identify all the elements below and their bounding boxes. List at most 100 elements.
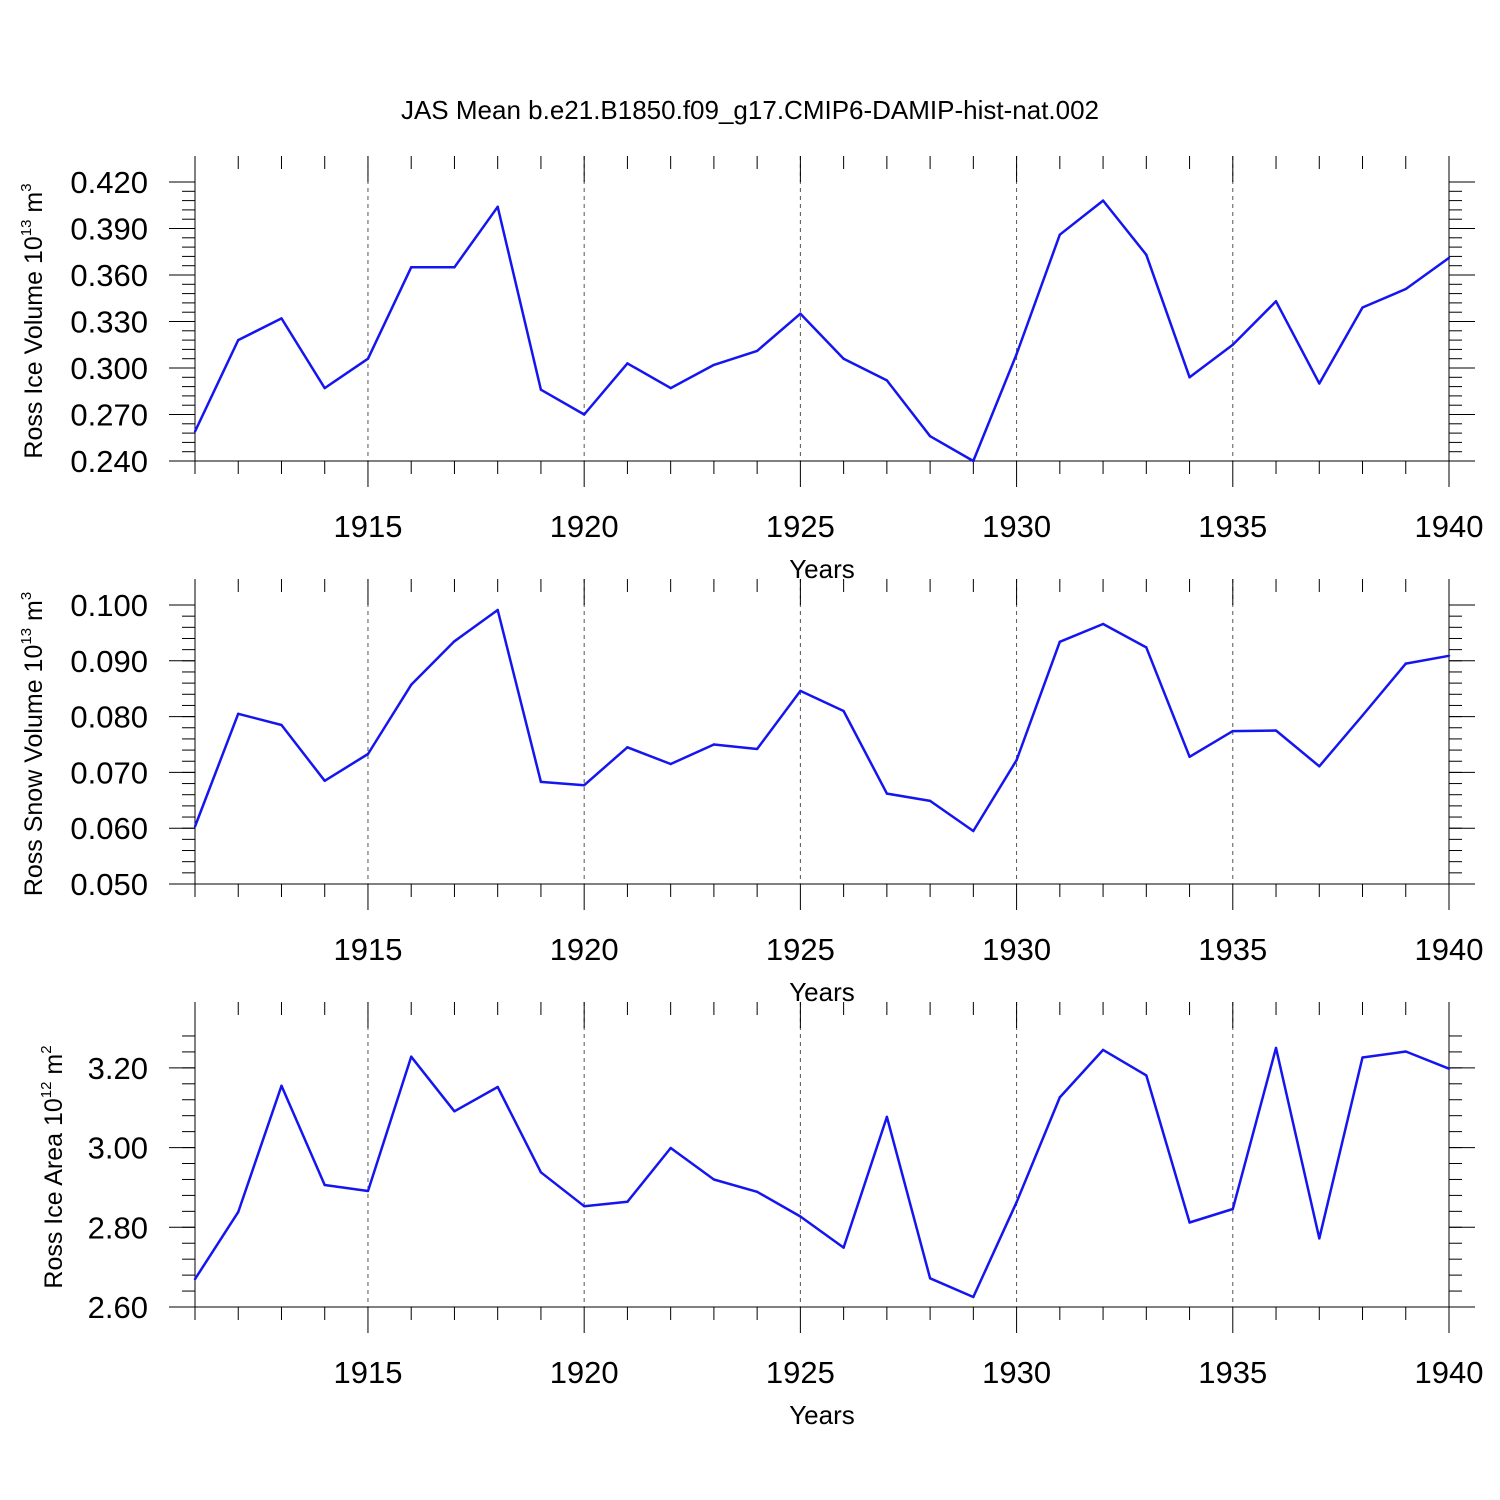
data-point <box>1101 199 1105 202</box>
data-point <box>1188 755 1191 758</box>
y-tick-label: 3.00 <box>88 1131 148 1166</box>
x-tick-label: 1935 <box>1198 509 1267 544</box>
y-tick-label: 0.100 <box>70 588 148 623</box>
data-point <box>669 1146 672 1150</box>
data-point <box>1188 376 1191 379</box>
data-point <box>1361 1056 1364 1059</box>
data-point <box>1274 1046 1278 1050</box>
panel-ice-volume: Years Ross Ice Volume 1013 m3 0.240 0.270… <box>18 156 1483 584</box>
data-point <box>928 799 932 803</box>
data-point <box>669 762 672 766</box>
data-point <box>1231 1207 1234 1211</box>
chart-title: JAS Mean b.e21.B1850.f09_g17.CMIP6-DAMIP… <box>401 95 1099 125</box>
y-tick-label: 0.240 <box>70 444 148 479</box>
data-point <box>193 430 197 433</box>
data-point <box>582 413 586 416</box>
data-point <box>799 1215 802 1218</box>
data-point <box>410 266 413 269</box>
data-point <box>1318 1237 1321 1240</box>
data-point <box>539 1171 543 1174</box>
data-point <box>885 379 889 382</box>
series-line <box>193 1046 1450 1299</box>
panel-ice-area: Years Ross Ice Area 1012 m2 2.60 2.80 3.00… <box>38 1002 1483 1430</box>
x-axis-label: Years <box>789 977 855 1007</box>
y-tick-label: 0.050 <box>70 867 148 902</box>
y-tick-label: 0.080 <box>70 700 148 735</box>
data-point <box>237 1210 240 1214</box>
y-tick-label: 0.390 <box>70 212 148 247</box>
data-point <box>928 435 932 438</box>
y-tick-label: 0.090 <box>70 644 148 679</box>
data-point <box>712 743 716 746</box>
data-point <box>280 317 283 320</box>
data-point <box>972 459 975 463</box>
data-point <box>1231 343 1234 346</box>
data-point <box>237 338 240 342</box>
data-point <box>410 1055 413 1058</box>
data-point <box>626 1200 629 1203</box>
data-point <box>1015 758 1018 762</box>
data-point <box>237 712 240 716</box>
x-tick-label: 1935 <box>1198 1355 1267 1390</box>
data-point <box>1058 640 1062 644</box>
x-axis-label: Years <box>789 554 855 584</box>
data-point <box>1447 654 1451 657</box>
data-point <box>1318 382 1321 385</box>
data-point <box>842 709 845 713</box>
data-point <box>885 1115 889 1119</box>
data-point <box>366 357 370 360</box>
data-point <box>1145 646 1148 649</box>
data-point <box>410 683 413 686</box>
x-tick-label: 1930 <box>982 932 1051 967</box>
data-point <box>323 1183 326 1187</box>
y-tick-label: 0.060 <box>70 811 148 846</box>
data-point <box>1274 729 1278 732</box>
data-point <box>366 1189 370 1193</box>
x-tick-label: 1915 <box>333 509 402 544</box>
data-point <box>1404 1050 1407 1053</box>
x-tick-label: 1925 <box>766 1355 835 1390</box>
data-point <box>280 1084 283 1087</box>
x-tick-label: 1940 <box>1415 509 1484 544</box>
y-axis-label: Ross Snow Volume 1013 m3 <box>18 592 48 896</box>
data-point <box>496 205 499 208</box>
x-tick-label: 1925 <box>766 932 835 967</box>
data-point <box>280 723 283 727</box>
x-tick-label: 1935 <box>1198 932 1267 967</box>
data-point <box>755 1190 759 1194</box>
x-tick-label: 1920 <box>550 932 619 967</box>
y-tick-label: 0.300 <box>70 351 148 386</box>
x-tick-label: 1915 <box>333 932 402 967</box>
data-point <box>496 1085 499 1089</box>
x-tick-label: 1930 <box>982 509 1051 544</box>
data-point <box>626 362 629 365</box>
data-point <box>1231 729 1234 733</box>
data-point <box>1404 662 1407 665</box>
x-tick-label: 1940 <box>1415 1355 1484 1390</box>
data-point <box>323 779 326 782</box>
x-tick-label: 1930 <box>982 1355 1051 1390</box>
data-point <box>712 363 716 367</box>
data-point <box>1058 233 1062 236</box>
data-point <box>1145 1074 1148 1077</box>
panel-snow-volume: Years Ross Snow Volume 1013 m3 0.050 0.06… <box>18 579 1483 1007</box>
data-point <box>1101 1048 1105 1052</box>
data-point <box>626 746 629 749</box>
data-point <box>1101 622 1105 626</box>
data-point <box>885 792 889 795</box>
data-point <box>1015 1200 1018 1204</box>
y-tick-label: 3.20 <box>88 1051 148 1086</box>
data-point <box>582 784 586 787</box>
data-point <box>582 1204 586 1208</box>
data-point <box>1145 253 1148 257</box>
data-point <box>453 266 456 269</box>
x-tick-label: 1920 <box>550 1355 619 1390</box>
data-point <box>193 1277 197 1281</box>
data-point <box>972 1295 975 1299</box>
data-point <box>1447 1067 1451 1070</box>
data-point <box>842 357 845 360</box>
y-tick-label: 0.420 <box>70 165 148 200</box>
data-point <box>323 386 326 390</box>
data-point <box>669 386 672 390</box>
